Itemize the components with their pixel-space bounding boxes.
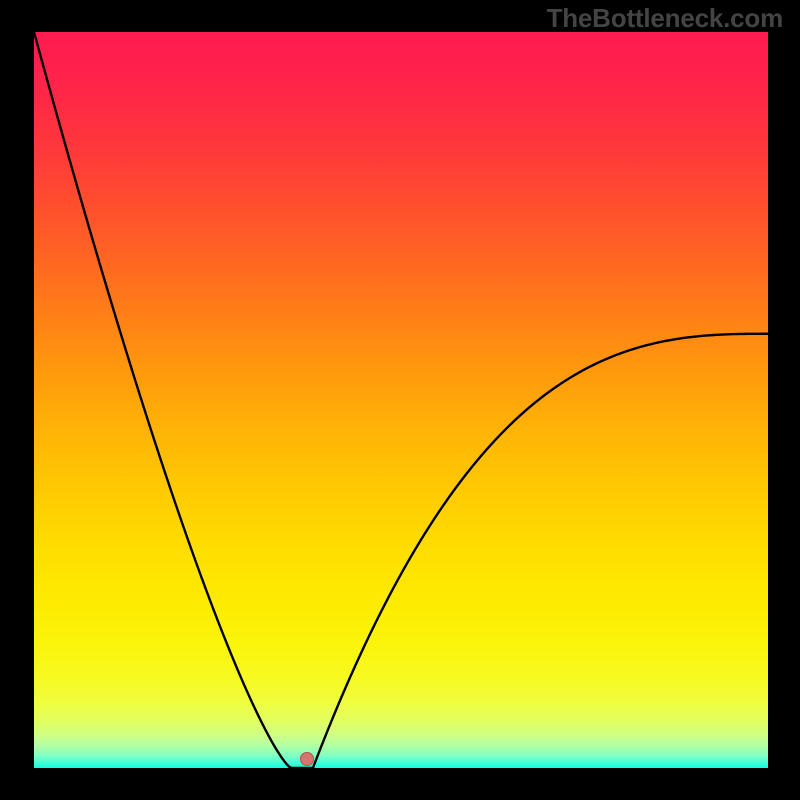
- bottleneck-curve-path: [34, 32, 768, 768]
- chart-stage: TheBottleneck.com: [0, 0, 800, 800]
- bottleneck-curve: [34, 32, 768, 768]
- watermark-text: TheBottleneck.com: [547, 3, 783, 34]
- plot-area: [34, 32, 768, 768]
